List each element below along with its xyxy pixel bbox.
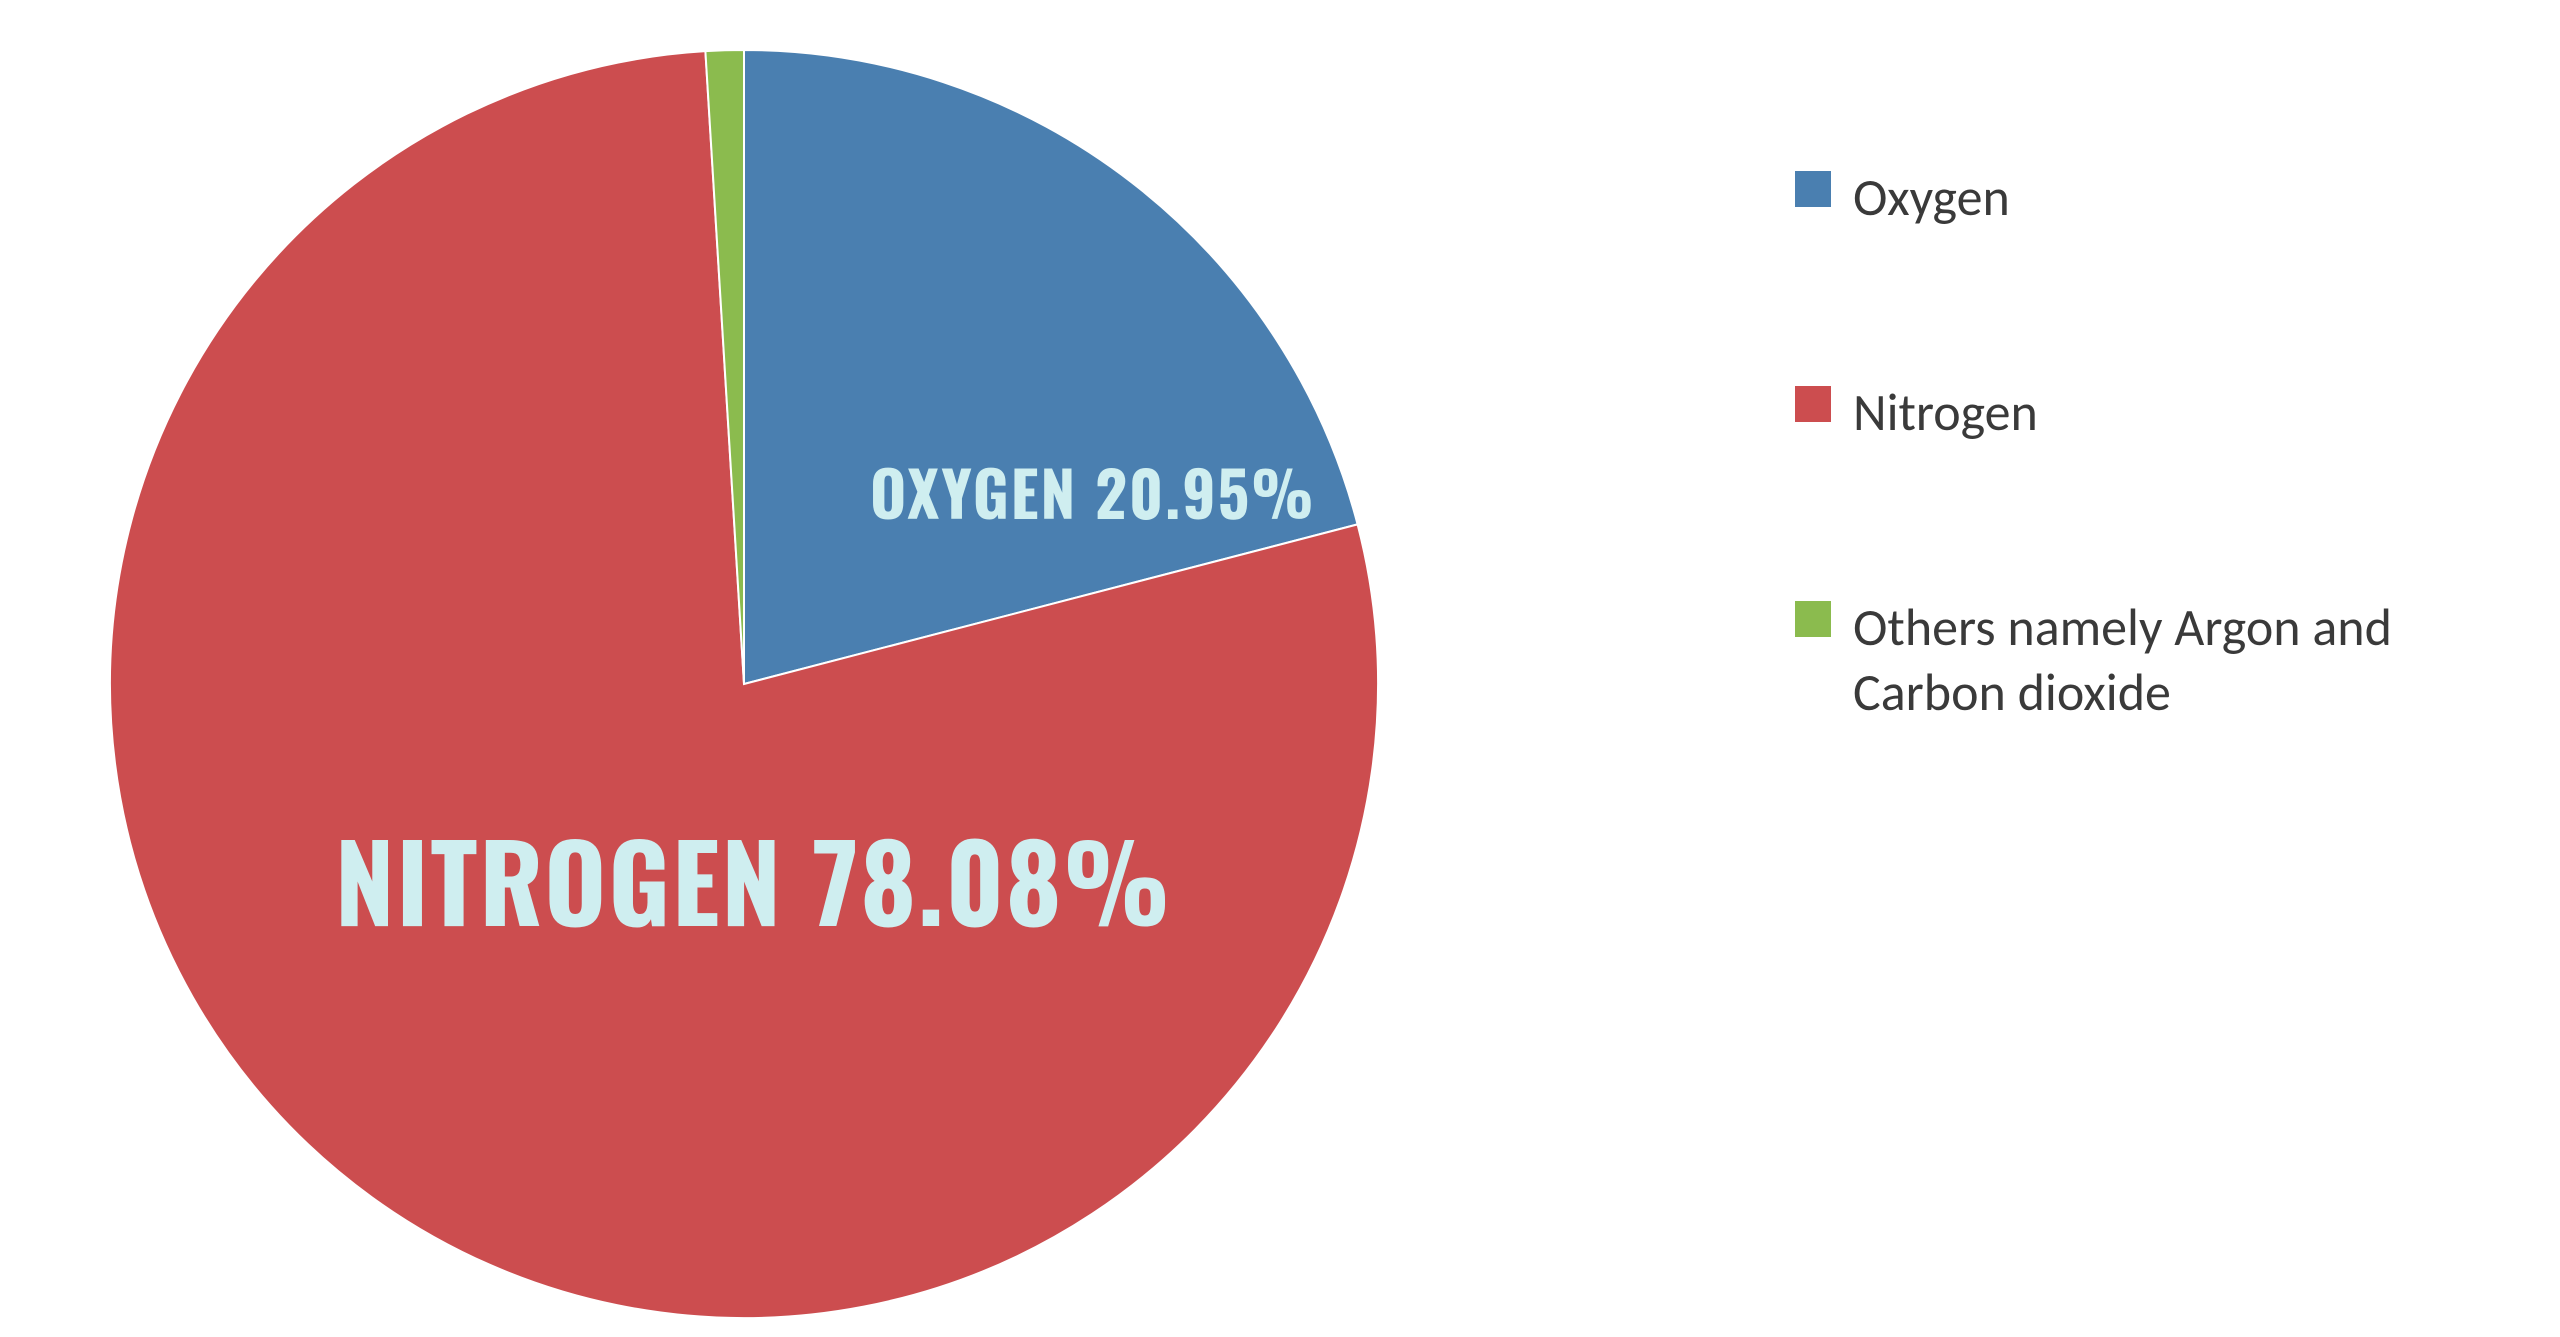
legend-item: Others namely Argon and Carbon dioxide [1795, 595, 2495, 725]
legend: Oxygen Nitrogen Others namely Argon and C… [1795, 165, 2495, 725]
legend-item: Nitrogen [1795, 380, 2495, 445]
legend-swatch [1795, 171, 1831, 207]
legend-label: Nitrogen [1853, 380, 2495, 445]
chart-container: OXYGEN 20.95% NITROGEN 78.08% Oxygen Nitro… [0, 0, 2560, 1337]
pie-svg [110, 50, 1378, 1318]
legend-label: Others namely Argon and Carbon dioxide [1853, 595, 2495, 725]
legend-item: Oxygen [1795, 165, 2495, 230]
legend-swatch [1795, 601, 1831, 637]
pie-chart: OXYGEN 20.95% NITROGEN 78.08% [110, 50, 1378, 1318]
legend-label: Oxygen [1853, 165, 2495, 230]
slice-label: NITROGEN 78.08% [335, 800, 1172, 957]
slice-label: OXYGEN 20.95% [870, 445, 1316, 537]
legend-swatch [1795, 386, 1831, 422]
